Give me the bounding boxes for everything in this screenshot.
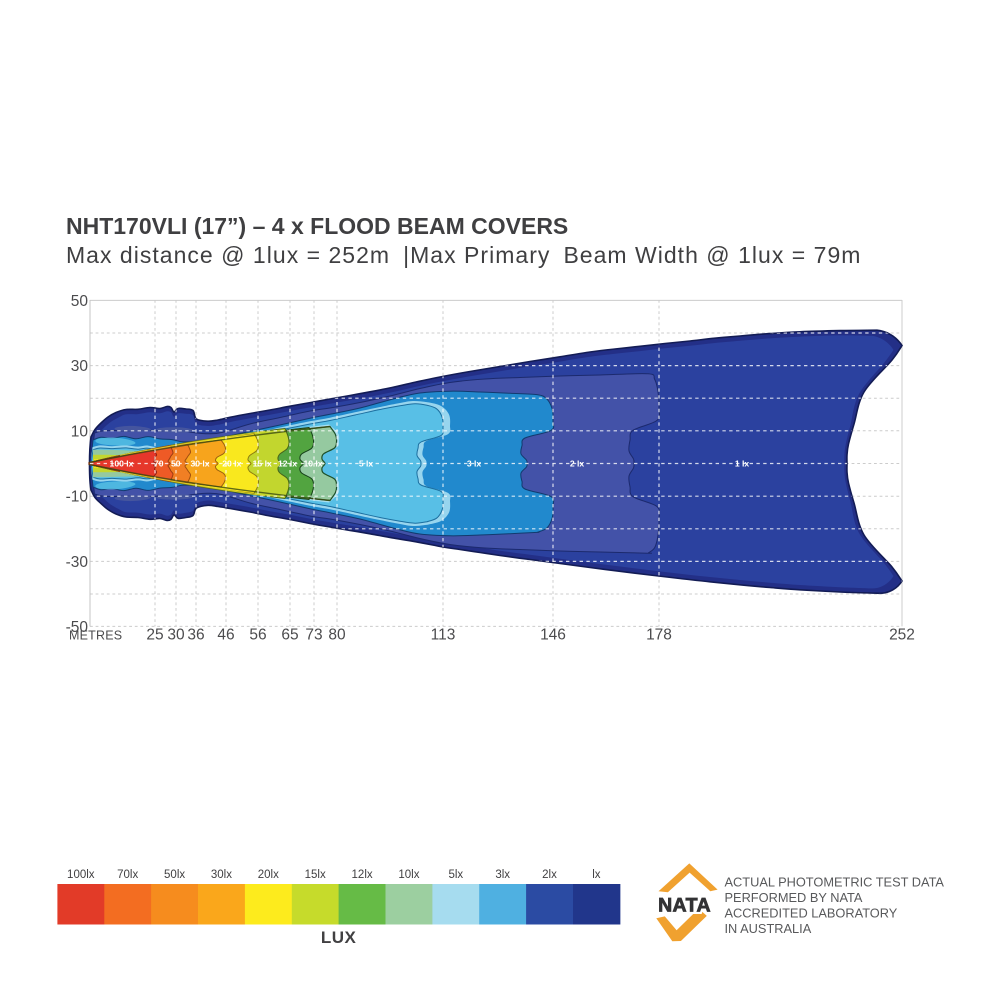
svg-text:-10: -10 xyxy=(66,489,89,506)
svg-text:56: 56 xyxy=(249,627,266,644)
svg-text:25: 25 xyxy=(146,627,163,644)
svg-text:100lx: 100lx xyxy=(67,869,95,881)
svg-text:NATA: NATA xyxy=(658,894,711,916)
svg-text:3lx: 3lx xyxy=(495,869,510,881)
svg-text:30: 30 xyxy=(71,358,89,375)
svg-text:10: 10 xyxy=(71,423,89,440)
svg-text:3 lx: 3 lx xyxy=(467,458,482,468)
svg-text:113: 113 xyxy=(431,627,456,644)
svg-text:30lx: 30lx xyxy=(211,869,232,881)
svg-text:50: 50 xyxy=(71,293,89,310)
svg-text:1 lx: 1 lx xyxy=(735,458,750,468)
svg-text:50: 50 xyxy=(171,458,181,468)
svg-text:30: 30 xyxy=(167,627,185,644)
svg-text:ACTUAL PHOTOMETRIC TEST DATA: ACTUAL PHOTOMETRIC TEST DATA xyxy=(725,874,945,889)
svg-text:lx: lx xyxy=(592,869,601,881)
svg-text:70lx: 70lx xyxy=(117,869,138,881)
svg-text:2lx: 2lx xyxy=(542,869,557,881)
svg-text:20lx: 20lx xyxy=(258,869,279,881)
svg-text:METRES: METRES xyxy=(69,629,122,643)
svg-text:-30: -30 xyxy=(66,554,89,571)
svg-text:ACCREDITED LABORATORY: ACCREDITED LABORATORY xyxy=(725,905,898,920)
svg-text:73: 73 xyxy=(305,627,322,644)
svg-text:10lx: 10lx xyxy=(398,869,419,881)
svg-text:65: 65 xyxy=(281,627,298,644)
svg-text:15lx: 15lx xyxy=(305,869,326,881)
svg-text:30 lx: 30 lx xyxy=(190,458,209,468)
svg-text:50lx: 50lx xyxy=(164,869,185,881)
svg-text:46: 46 xyxy=(217,627,234,644)
svg-text:NATA: NATA xyxy=(658,894,711,916)
svg-text:20 lx: 20 lx xyxy=(222,458,241,468)
svg-text:5lx: 5lx xyxy=(448,869,463,881)
svg-text:5 lx: 5 lx xyxy=(359,458,374,468)
svg-text:PERFORMED BY NATA: PERFORMED BY NATA xyxy=(725,890,863,905)
svg-text:12 lx: 12 lx xyxy=(278,458,297,468)
svg-text:IN AUSTRALIA: IN AUSTRALIA xyxy=(725,921,812,936)
svg-text:178: 178 xyxy=(646,627,672,644)
svg-text:100 lx: 100 lx xyxy=(110,458,134,468)
svg-text:36: 36 xyxy=(187,627,204,644)
svg-text:70: 70 xyxy=(154,458,164,468)
svg-text:-50: -50 xyxy=(66,619,89,636)
svg-text:10 lx: 10 lx xyxy=(303,458,322,468)
svg-text:146: 146 xyxy=(540,627,566,644)
svg-text:15 lx: 15 lx xyxy=(253,458,272,468)
svg-text:12lx: 12lx xyxy=(352,869,373,881)
svg-text:80: 80 xyxy=(328,627,346,644)
svg-text:2 lx: 2 lx xyxy=(570,458,585,468)
svg-text:LUX: LUX xyxy=(321,928,357,947)
svg-text:252: 252 xyxy=(889,627,915,644)
